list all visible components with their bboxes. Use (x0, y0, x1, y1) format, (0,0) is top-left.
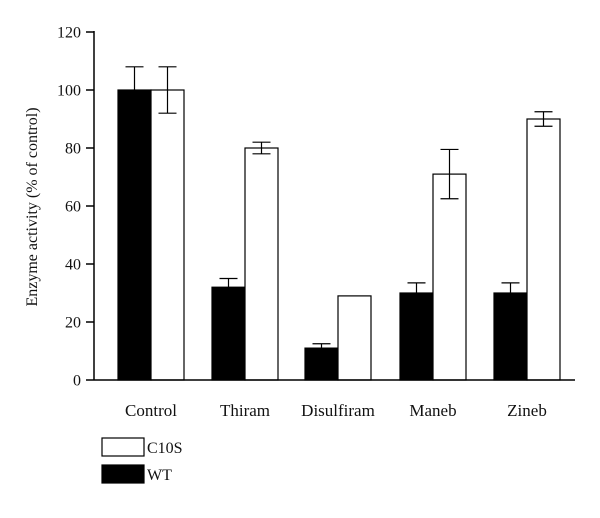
bar-c10s-control (150, 89, 185, 381)
error-bar-c10s-thiram (252, 141, 271, 155)
y-tick-label: 60 (65, 199, 81, 216)
error-bar-c10s-control (158, 66, 177, 114)
error-bar-c10s-zineb (534, 111, 553, 127)
bar-wt-zineb (493, 292, 528, 381)
x-tick-label-zineb: Zineb (507, 401, 547, 420)
x-tick-label-maneb: Maneb (409, 401, 456, 420)
y-tick-label: 0 (73, 373, 81, 390)
legend: C10S WT (101, 437, 183, 484)
bar-wt-control (117, 89, 152, 381)
x-tick-label-thiram: Thiram (220, 401, 270, 420)
y-tick-label: 80 (65, 141, 81, 158)
category-labels: Control Thiram Disulfiram Maneb Zineb (125, 401, 547, 420)
legend-label-c10s: C10S (147, 440, 183, 457)
error-bar-wt-disulfiram (312, 343, 331, 354)
bar-c10s-disulfiram (337, 295, 372, 381)
y-tick-label: 20 (65, 315, 81, 332)
x-tick-label-control: Control (125, 401, 177, 420)
bar-c10s-maneb (432, 173, 467, 381)
error-bar-wt-thiram (219, 277, 238, 297)
legend-swatch-c10s (101, 437, 145, 457)
legend-label-wt: WT (147, 467, 172, 484)
y-axis-ticks: 0 20 40 60 80 100 120 (57, 25, 94, 390)
axes (93, 31, 575, 381)
bar-c10s-zineb (526, 118, 561, 381)
error-bar-c10s-maneb (440, 148, 459, 200)
bar-c10s-thiram (244, 147, 279, 381)
bar-wt-maneb (399, 292, 434, 381)
error-bar-wt-control (125, 66, 144, 114)
y-axis-label: Enzyme activity (% of control) (24, 107, 41, 306)
bar-wt-thiram (211, 286, 246, 381)
error-bar-wt-zineb (501, 282, 520, 304)
y-tick-label: 120 (57, 25, 81, 42)
legend-swatch-wt (101, 464, 145, 484)
y-tick-label: 100 (57, 83, 81, 100)
y-tick-label: 40 (65, 257, 81, 274)
error-bar-wt-maneb (407, 282, 426, 304)
bars (117, 66, 561, 381)
x-tick-label-disulfiram: Disulfiram (301, 401, 375, 420)
